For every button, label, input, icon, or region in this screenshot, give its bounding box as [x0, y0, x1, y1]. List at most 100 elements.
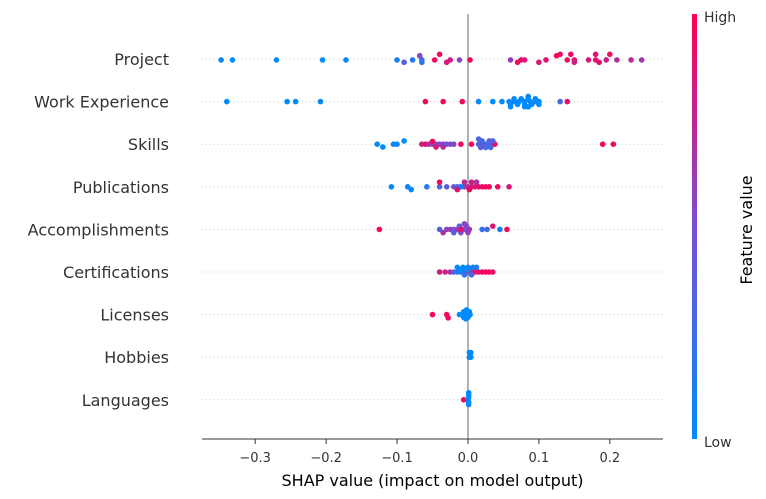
- colorbar-low-label: Low: [704, 435, 732, 451]
- data-point: [536, 101, 542, 108]
- x-tick-label: 0.1: [529, 451, 550, 466]
- data-point: [475, 136, 482, 142]
- data-point: [466, 186, 473, 193]
- data-point: [343, 57, 349, 63]
- data-point: [468, 179, 475, 185]
- data-points: [218, 51, 645, 408]
- feature-label: Publications: [73, 178, 169, 197]
- feature-label: Certifications: [63, 263, 169, 282]
- data-point: [442, 269, 449, 275]
- data-point: [486, 184, 493, 190]
- data-point: [525, 93, 532, 100]
- x-tick-label: 0.0: [458, 451, 479, 466]
- data-point: [440, 229, 446, 236]
- data-point: [374, 141, 380, 147]
- data-point: [489, 138, 496, 144]
- data-point: [317, 98, 324, 105]
- data-point: [532, 95, 539, 102]
- data-point: [436, 179, 443, 185]
- data-point: [440, 98, 446, 105]
- data-point: [564, 57, 571, 63]
- data-point: [380, 144, 386, 150]
- data-point: [461, 179, 468, 185]
- data-point: [461, 272, 468, 278]
- data-point: [218, 57, 224, 63]
- data-point: [487, 144, 494, 151]
- data-point: [319, 57, 326, 63]
- data-point: [440, 144, 446, 150]
- data-point: [229, 57, 236, 63]
- data-point: [489, 223, 496, 229]
- data-point: [628, 57, 634, 63]
- data-point: [394, 141, 400, 147]
- data-point: [273, 57, 280, 63]
- colorbar-high-label: High: [704, 10, 736, 26]
- data-point: [553, 52, 560, 59]
- data-point: [473, 179, 480, 185]
- data-point: [596, 59, 602, 66]
- data-point: [431, 57, 438, 63]
- data-point: [436, 269, 443, 275]
- data-point: [422, 98, 429, 105]
- data-point: [388, 184, 395, 190]
- data-point: [564, 98, 571, 105]
- data-point: [467, 57, 473, 63]
- feature-label: Hobbies: [104, 348, 169, 367]
- data-point: [445, 315, 451, 321]
- data-point: [507, 103, 514, 110]
- data-point: [504, 226, 510, 233]
- data-point: [458, 226, 464, 233]
- data-point: [429, 311, 436, 318]
- data-point: [458, 266, 464, 273]
- data-point: [484, 226, 490, 233]
- data-point: [479, 226, 485, 233]
- data-point: [511, 95, 517, 102]
- data-point: [292, 98, 299, 105]
- data-point: [443, 184, 450, 190]
- data-point: [468, 272, 475, 278]
- data-point: [494, 184, 501, 190]
- data-point: [429, 138, 436, 145]
- data-point: [489, 98, 496, 105]
- data-point: [497, 226, 503, 233]
- data-point: [638, 57, 645, 63]
- feature-label: Accomplishments: [28, 220, 169, 239]
- data-point: [436, 184, 443, 190]
- data-point: [284, 98, 290, 105]
- colorbar: High Low Feature value: [692, 10, 756, 451]
- data-point: [463, 307, 470, 313]
- colorbar-gradient: [692, 14, 697, 439]
- data-point: [460, 397, 467, 403]
- data-point: [436, 226, 443, 233]
- data-point: [401, 138, 407, 144]
- data-point: [543, 57, 549, 63]
- row-gridlines: [202, 58, 663, 401]
- data-point: [456, 57, 463, 63]
- feature-label: Licenses: [100, 306, 169, 325]
- data-point: [458, 141, 464, 147]
- data-point: [419, 59, 425, 66]
- data-point: [376, 226, 383, 233]
- data-point: [592, 51, 599, 58]
- data-point: [599, 141, 606, 147]
- data-point: [465, 401, 472, 408]
- data-point: [461, 220, 468, 227]
- data-point: [603, 57, 610, 63]
- data-point: [514, 59, 521, 66]
- data-point: [507, 57, 514, 63]
- data-point: [521, 103, 528, 110]
- data-point: [408, 186, 415, 193]
- feature-label: Skills: [128, 135, 169, 154]
- data-point: [482, 144, 489, 151]
- data-point: [571, 59, 578, 66]
- data-point: [450, 229, 457, 236]
- data-point: [477, 144, 484, 151]
- data-point: [473, 264, 480, 271]
- data-point: [409, 57, 416, 63]
- data-point: [489, 269, 496, 275]
- data-point: [514, 101, 521, 108]
- feature-labels: Project Work Experience Skills Publications…: [28, 50, 169, 410]
- data-point: [450, 141, 457, 147]
- data-point: [607, 51, 613, 58]
